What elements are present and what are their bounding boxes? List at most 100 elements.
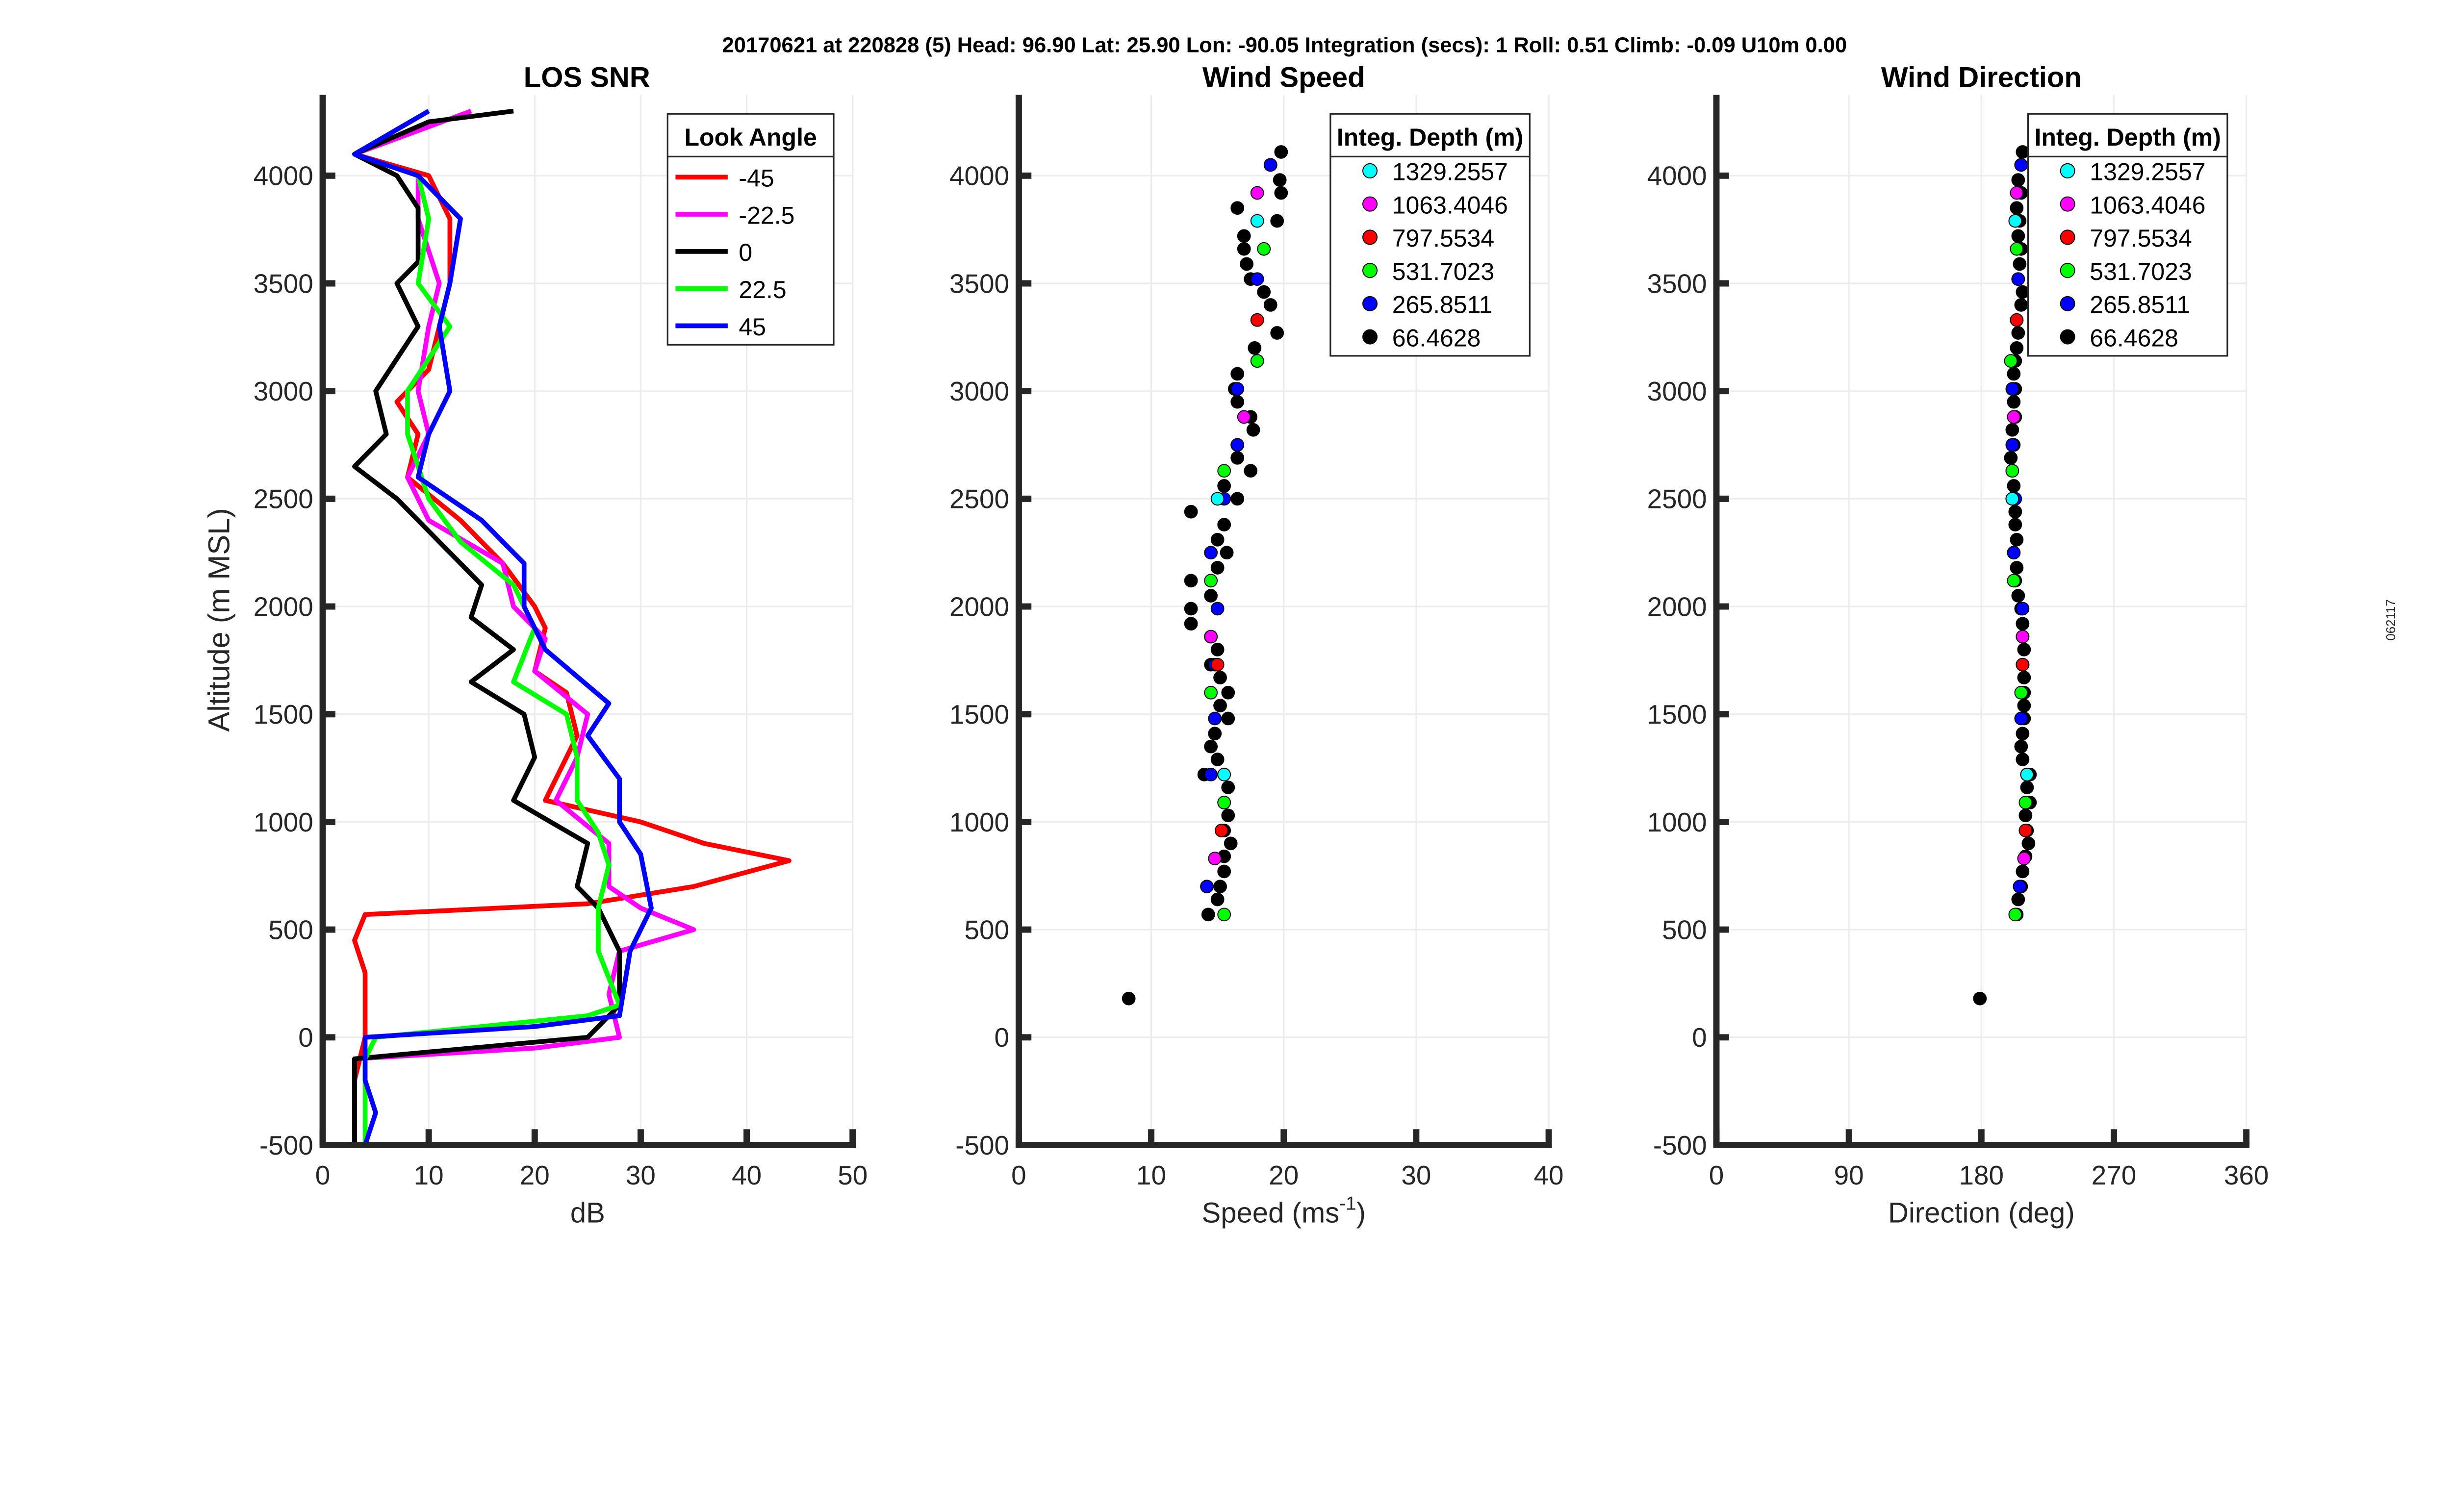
data-point-66.4628: [1270, 326, 1284, 340]
y-tick-label: 3500: [949, 268, 1009, 299]
data-point-66.4628: [1246, 423, 1260, 437]
data-point-66.4628: [1122, 991, 1136, 1006]
x-axis-label: Speed (ms-1): [1202, 1193, 1366, 1229]
data-point-66.4628: [1973, 991, 1987, 1006]
x-axis-label-superscript: -1: [1339, 1193, 1356, 1214]
data-point-66.4628: [2010, 561, 2024, 575]
legend-marker: [2060, 163, 2075, 178]
data-point-66.4628: [1273, 173, 1287, 187]
x-tick-label: 90: [1834, 1160, 1864, 1190]
panel-title: Wind Speed: [1202, 61, 1365, 93]
legend-title: Look Angle: [685, 124, 817, 151]
data-point-797.5534: [1250, 313, 1264, 327]
y-tick-label: 1500: [1647, 699, 1707, 730]
y-tick-label: 4000: [949, 161, 1009, 191]
data-point-1329.2557: [1250, 214, 1264, 228]
data-point-265.8511: [1263, 158, 1277, 172]
data-point-531.7023: [2008, 907, 2022, 922]
data-point-265.8511: [1208, 711, 1222, 726]
data-point-66.4628: [2016, 727, 2030, 741]
data-point-265.8511: [2005, 438, 2019, 452]
y-tick-label: 1000: [949, 807, 1009, 837]
x-tick-label: 50: [838, 1160, 868, 1190]
data-point-797.5534: [2010, 313, 2024, 327]
panel-title: Wind Direction: [1881, 61, 2082, 93]
legend-label: 1329.2557: [1392, 158, 1508, 186]
data-point-531.7023: [2018, 796, 2033, 809]
data-point-531.7023: [1257, 242, 1271, 256]
y-tick-label: 3000: [1647, 376, 1707, 406]
data-point-265.8511: [2014, 158, 2028, 172]
data-point-265.8511: [1204, 767, 1218, 781]
data-point-66.4628: [1208, 727, 1222, 741]
legend-marker: [1362, 329, 1378, 345]
data-point-66.4628: [1263, 298, 1277, 312]
data-point-1063.4046: [1204, 630, 1218, 644]
data-point-531.7023: [2010, 242, 2024, 256]
data-point-66.4628: [2011, 173, 2025, 187]
x-tick-label: 40: [1534, 1160, 1564, 1190]
data-point-265.8511: [1230, 382, 1245, 396]
data-point-531.7023: [1250, 354, 1264, 368]
data-point-1329.2557: [1217, 767, 1231, 781]
legend-box: [666, 113, 835, 346]
data-point-66.4628: [1274, 145, 1288, 159]
data-point-66.4628: [1240, 257, 1253, 271]
data-point-66.4628: [1244, 464, 1258, 478]
x-tick-label: 0: [315, 1160, 331, 1190]
legend-marker: [1362, 229, 1378, 245]
y-tick-label: 3500: [254, 268, 313, 299]
data-point-1063.4046: [2010, 186, 2024, 200]
legend-label: 22.5: [739, 276, 786, 303]
data-point-66.4628: [1184, 617, 1198, 631]
legend-marker: [2060, 263, 2075, 278]
x-tick-label: 20: [1269, 1160, 1299, 1190]
y-tick-label: 500: [268, 914, 313, 945]
data-point-1063.4046: [1237, 410, 1251, 424]
panel-2: 0 10 20 30 40-500050010001500200025003000350…: [949, 61, 1563, 1229]
legend-label: 0: [739, 239, 752, 266]
series-line-0: [352, 108, 622, 1145]
data-point-66.4628: [1230, 451, 1245, 465]
data-point-66.4628: [1224, 836, 1238, 851]
x-axis-label: dB: [570, 1197, 605, 1229]
y-tick-label: 1000: [254, 807, 313, 837]
data-point-66.4628: [2016, 285, 2030, 299]
figure-suptitle: 20170621 at 220828 (5) Head: 96.90 Lat: …: [722, 33, 1847, 57]
data-point-66.4628: [1217, 518, 1231, 531]
y-tick-label: 0: [1692, 1022, 1707, 1053]
data-point-66.4628: [1220, 546, 1234, 560]
y-axis-label: Altitude (m MSL): [203, 508, 236, 731]
legend-label: 45: [739, 313, 766, 341]
y-tick-label: -500: [259, 1130, 313, 1160]
data-point-66.4628: [2004, 451, 2018, 465]
data-point-66.4628: [2016, 753, 2030, 766]
data-point-66.4628: [1217, 479, 1231, 493]
y-tick-label: 2000: [949, 591, 1009, 622]
data-point-1329.2557: [2020, 767, 2034, 781]
legend-label: 797.5534: [1392, 225, 1494, 252]
legend-marker: [1362, 163, 1378, 178]
data-point-66.4628: [2010, 201, 2024, 215]
data-point-66.4628: [1221, 808, 1235, 823]
x-tick-label: 40: [732, 1160, 762, 1190]
legend-marker: [1362, 196, 1378, 212]
data-point-66.4628: [1201, 907, 1215, 922]
data-point-66.4628: [1210, 561, 1225, 575]
y-tick-label: 2000: [1647, 591, 1707, 622]
data-point-66.4628: [1213, 671, 1227, 684]
panels: 0 10 20 30 40 50-5000500100015002000250030003…: [203, 61, 2269, 1229]
data-point-66.4628: [1184, 602, 1198, 616]
x-tick-label: 30: [626, 1160, 656, 1190]
y-tick-label: 1500: [254, 699, 313, 730]
y-tick-label: 2500: [254, 484, 313, 514]
y-tick-label: 2500: [949, 484, 1009, 514]
legend-label: -45: [739, 165, 774, 192]
x-axis-label-end: ): [1356, 1197, 1366, 1229]
data-point-66.4628: [1217, 864, 1231, 879]
panel-title: LOS SNR: [524, 61, 650, 93]
data-point-531.7023: [1217, 796, 1231, 809]
data-point-66.4628: [2011, 229, 2025, 243]
y-tick-label: 0: [995, 1022, 1010, 1053]
data-point-1329.2557: [1210, 492, 1225, 506]
